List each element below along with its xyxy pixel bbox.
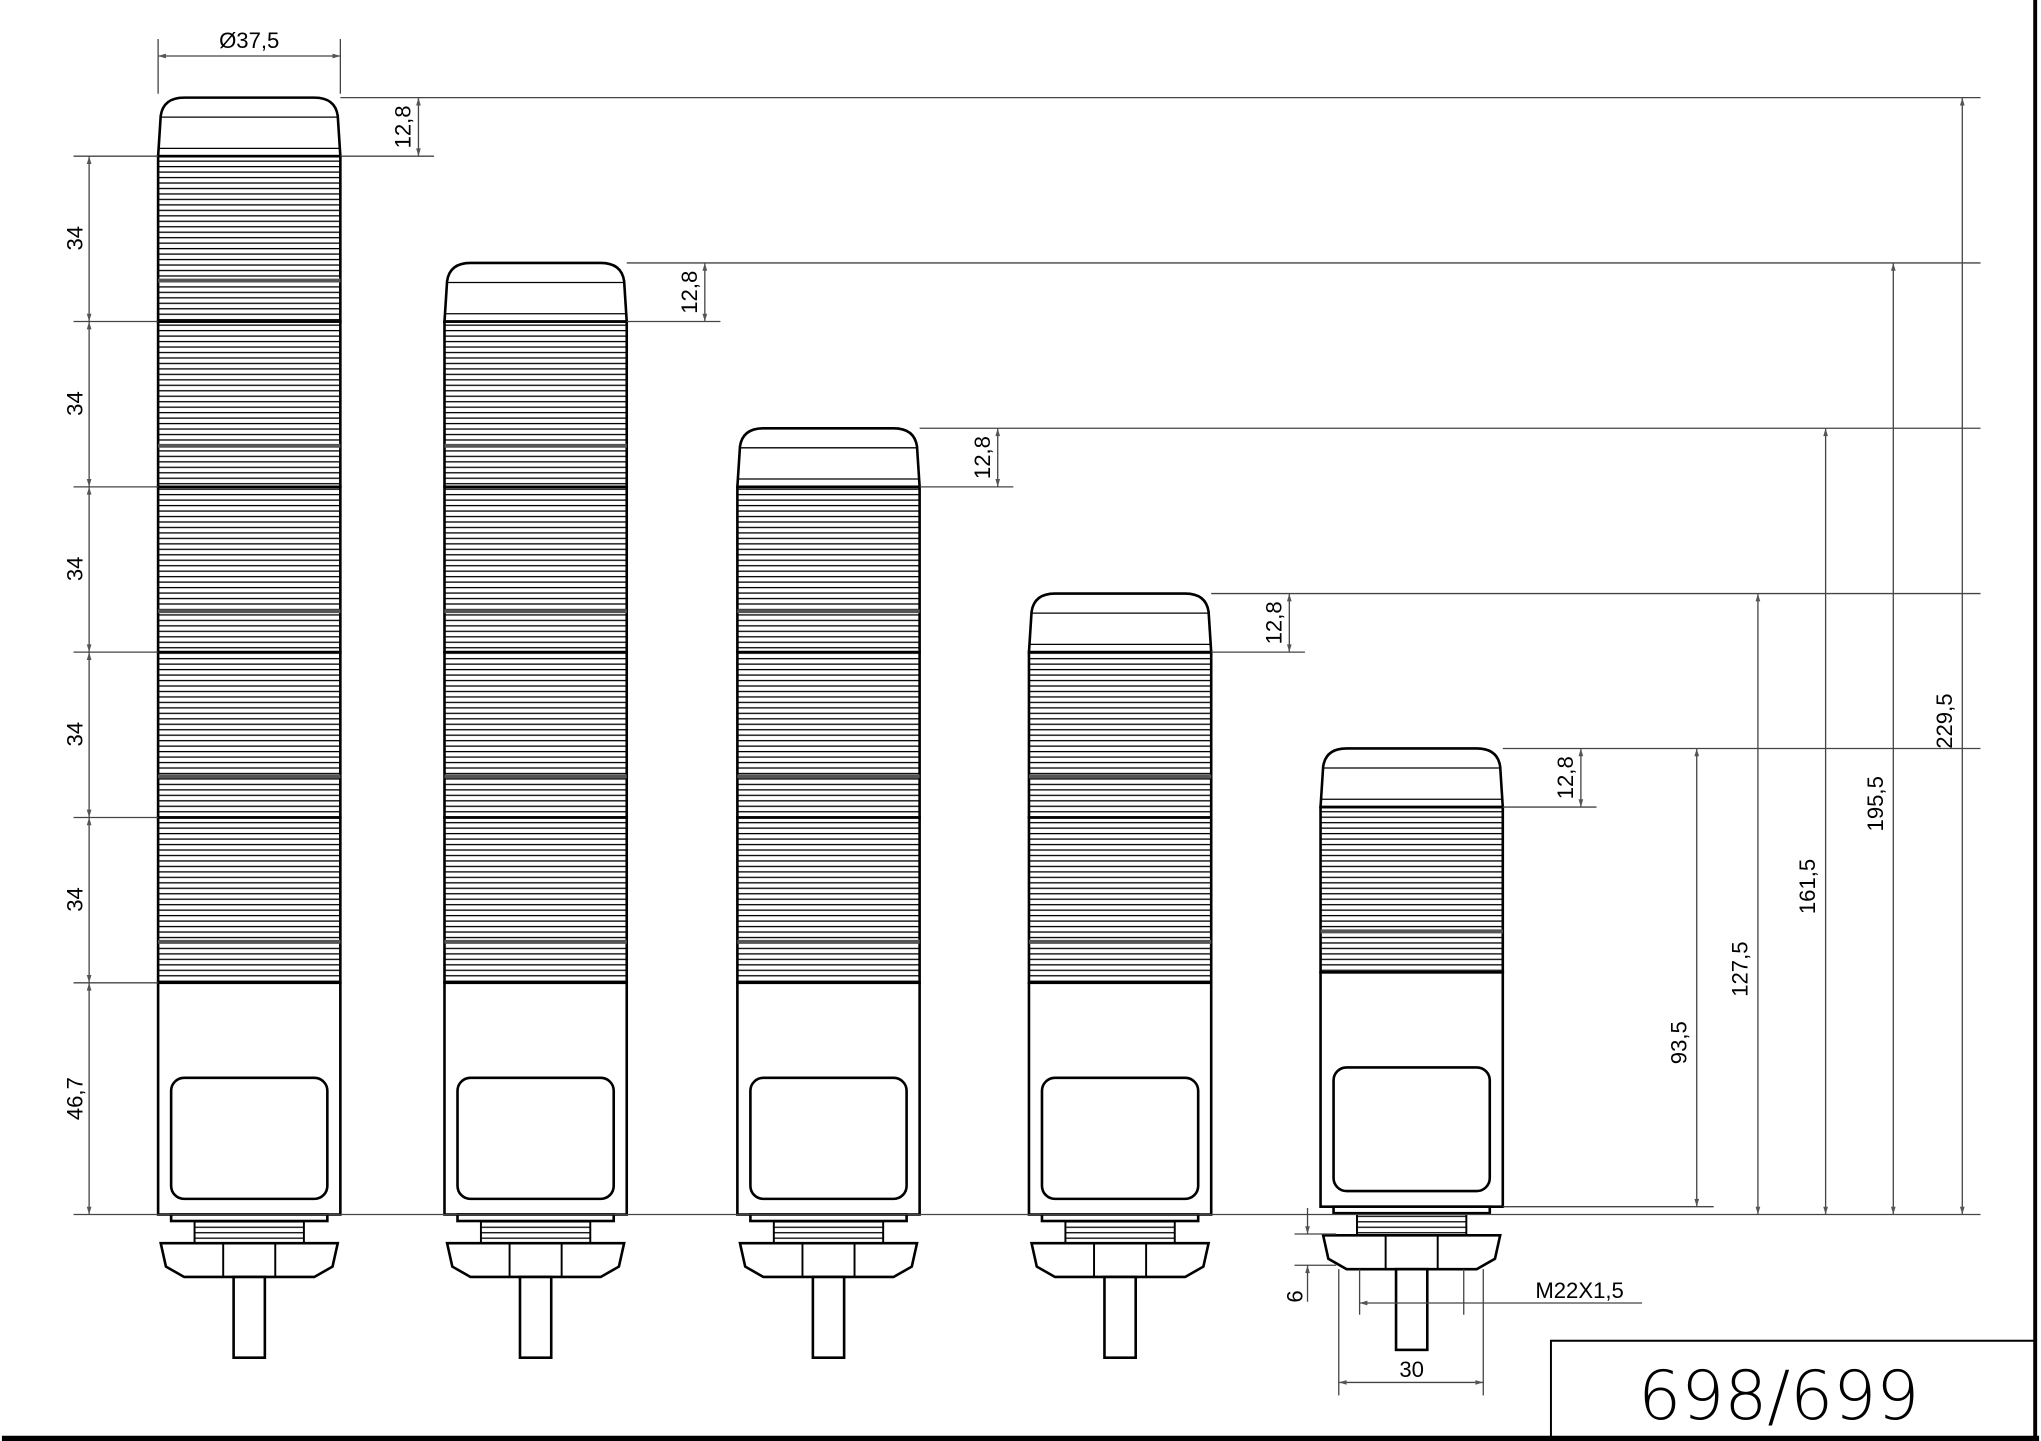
- light-segment: [156, 320, 342, 489]
- segment-height-label: 34: [63, 722, 88, 747]
- signal-towers: [156, 96, 1505, 1359]
- cap-height-label: 12,8: [1553, 756, 1578, 799]
- cable: [1103, 1275, 1138, 1359]
- base-label-window: [169, 1076, 329, 1201]
- base-flange: [749, 1213, 908, 1223]
- signal-tower: [735, 426, 922, 1359]
- base-flange: [1040, 1213, 1200, 1223]
- overall-height-label: 93,5: [1666, 1021, 1691, 1064]
- signal-tower: [156, 96, 342, 1359]
- light-segment: [443, 485, 629, 654]
- overall-height-label: 161,5: [1795, 859, 1820, 914]
- base-label-window: [456, 1076, 616, 1201]
- base-height-label: 46,7: [63, 1077, 88, 1120]
- drawing-number: 698/699: [1638, 1356, 1919, 1435]
- segment-height-label: 34: [63, 391, 88, 416]
- base-label-window: [1040, 1076, 1200, 1201]
- overall-height-label: 127,5: [1728, 941, 1753, 996]
- segment-height-label: 34: [63, 557, 88, 582]
- light-segment: [156, 485, 342, 654]
- light-segment: [156, 816, 342, 985]
- mounting-nut: [445, 1241, 626, 1279]
- light-segment: [736, 485, 921, 654]
- light-segment: [1027, 650, 1213, 819]
- base-flange: [1332, 1205, 1492, 1215]
- mounting-thread: [479, 1220, 592, 1245]
- base-flange: [169, 1213, 329, 1223]
- thread-label: M22X1,5: [1535, 1278, 1624, 1303]
- nut-width-label: 30: [1399, 1357, 1424, 1382]
- light-segment: [443, 816, 629, 985]
- overall-height-label: 229,5: [1932, 693, 1957, 748]
- mounting-nut: [738, 1241, 919, 1279]
- overall-height-label: 195,5: [1863, 776, 1888, 831]
- cap-height-label: 12,8: [677, 271, 702, 314]
- light-segment: [156, 650, 342, 819]
- light-segment: [736, 650, 921, 819]
- light-segment: [736, 816, 921, 985]
- cap-height-label: 12,8: [1261, 601, 1286, 644]
- dimensions: 12,8 229,5 12,8 195,5 12,8 161,5 12,8 127,5 12,8…: [63, 28, 1981, 1396]
- base-label-window: [749, 1076, 908, 1201]
- segment-height-label: 34: [63, 887, 88, 912]
- cable: [811, 1275, 846, 1359]
- mounting-nut: [1029, 1241, 1211, 1279]
- base-label-window: [1332, 1066, 1492, 1193]
- segment-height-label: 34: [63, 226, 88, 251]
- light-segment: [156, 154, 342, 323]
- signal-tower: [443, 261, 629, 1359]
- mounting-nut: [1321, 1234, 1502, 1271]
- tower-cap: [156, 96, 342, 158]
- mounting-thread: [1356, 1212, 1468, 1237]
- signal-tower: [1319, 747, 1505, 1352]
- tower-cap: [443, 261, 629, 323]
- tower-cap: [735, 426, 922, 489]
- cap-height-label: 12,8: [391, 105, 416, 148]
- cable: [232, 1275, 267, 1359]
- nut-thickness-label: 6: [1282, 1290, 1307, 1302]
- light-segment: [1319, 805, 1505, 974]
- mounting-thread: [772, 1220, 885, 1245]
- cap-height-label: 12,8: [970, 436, 995, 479]
- tower-cap: [1027, 592, 1213, 654]
- light-segment: [443, 650, 629, 819]
- cable: [518, 1275, 553, 1359]
- light-segment: [1027, 816, 1213, 985]
- mounting-nut: [159, 1241, 340, 1279]
- diameter-label: Ø37,5: [219, 28, 279, 53]
- title-block: 698/699: [1549, 1339, 2036, 1439]
- base-flange: [456, 1213, 616, 1223]
- signal-tower: [1027, 592, 1213, 1359]
- tower-cap: [1319, 747, 1505, 809]
- mounting-thread: [193, 1220, 305, 1245]
- cable: [1394, 1267, 1429, 1352]
- mounting-thread: [1064, 1220, 1176, 1245]
- light-segment: [443, 320, 629, 489]
